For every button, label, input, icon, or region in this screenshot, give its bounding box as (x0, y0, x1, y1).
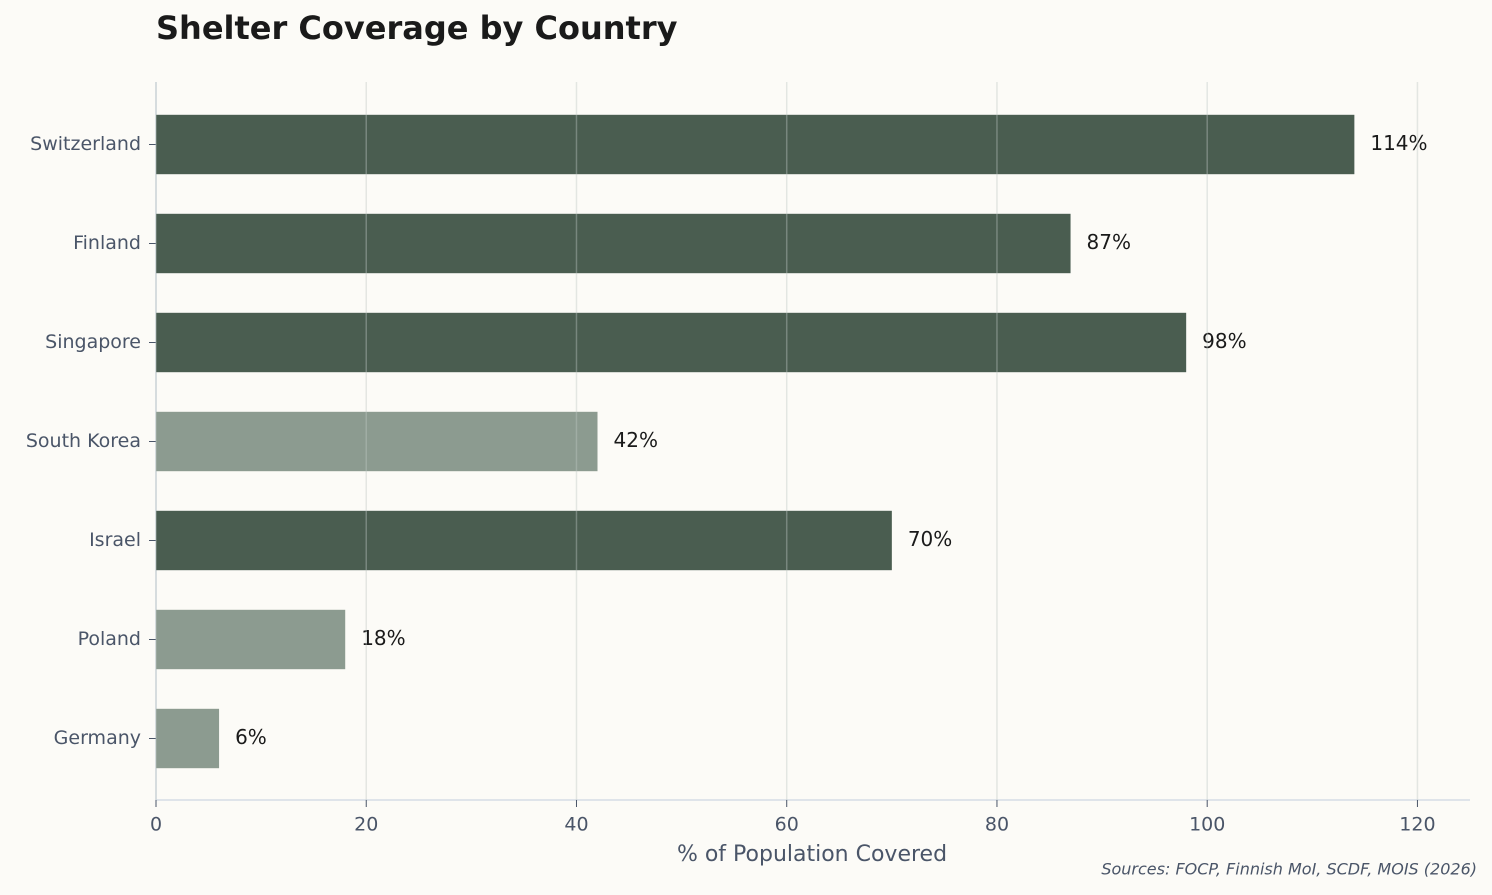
bar (156, 609, 346, 670)
value-label: 98% (1202, 329, 1246, 353)
x-axis-label: % of Population Covered (677, 842, 947, 867)
bar (156, 411, 598, 472)
x-tick-label: 60 (775, 814, 799, 836)
value-label: 6% (235, 725, 267, 749)
y-tick-label: Germany (54, 727, 141, 749)
value-label: 87% (1087, 230, 1131, 254)
x-tick-label: 40 (564, 814, 588, 836)
value-label: 114% (1370, 131, 1427, 155)
bar (156, 510, 892, 571)
x-tick-label: 120 (1399, 814, 1435, 836)
y-tick-label: Poland (78, 628, 141, 650)
y-tick-label: Switzerland (30, 133, 141, 155)
y-tick-label: Singapore (45, 331, 141, 353)
x-tick-label: 0 (150, 814, 162, 836)
value-label: 70% (908, 527, 952, 551)
x-tick-label: 20 (354, 814, 378, 836)
chart-title: Shelter Coverage by Country (156, 9, 678, 47)
x-tick-label: 100 (1189, 814, 1225, 836)
y-tick-label: Israel (89, 529, 141, 551)
value-label: 18% (361, 626, 405, 650)
y-tick-label: Finland (73, 232, 141, 254)
source-note: Sources: FOCP, Finnish MoI, SCDF, MOIS (… (1101, 860, 1477, 879)
x-tick-label: 80 (985, 814, 1009, 836)
bar (156, 312, 1187, 373)
bar (156, 114, 1355, 175)
value-label: 42% (614, 428, 658, 452)
bar (156, 213, 1071, 274)
y-tick-label: South Korea (26, 430, 141, 452)
bar (156, 708, 220, 769)
